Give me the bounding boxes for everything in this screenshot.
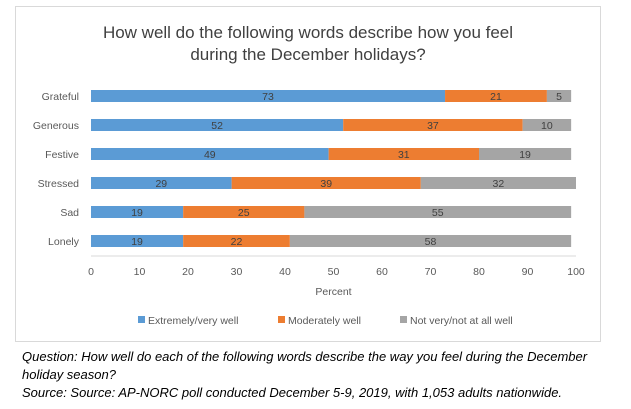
chart-frame [15, 6, 601, 342]
x-tick-label: 30 [231, 266, 243, 278]
category-label: Stressed [38, 178, 80, 190]
bar-segment [445, 90, 547, 102]
legend-swatch [400, 316, 407, 323]
x-tick-label: 100 [567, 266, 585, 278]
data-label: 32 [493, 178, 505, 190]
data-label: 22 [231, 236, 243, 248]
x-axis-label: Percent [315, 286, 351, 298]
caption: Question: How well do each of the follow… [22, 348, 622, 402]
bar-segment [91, 148, 329, 160]
data-label: 73 [262, 91, 274, 103]
bar-segment [91, 206, 184, 218]
bar-segment [343, 119, 523, 131]
x-tick-label: 90 [522, 266, 534, 278]
category-label: Sad [60, 207, 79, 219]
bar-segment [522, 119, 572, 131]
x-tick-label: 20 [182, 266, 194, 278]
bar-segment [546, 90, 572, 102]
bar-segment [91, 119, 344, 131]
x-tick-label: 50 [328, 266, 340, 278]
legend-entry: Not very/not at all well [410, 315, 513, 327]
bar-segment [91, 235, 184, 247]
data-label: 37 [427, 120, 439, 132]
data-label: 19 [519, 149, 531, 161]
data-label: 10 [541, 120, 553, 132]
chart-title-line-1: How well do the following words describe… [102, 23, 514, 42]
x-tick-label: 70 [425, 266, 437, 278]
bar-segment [304, 206, 572, 218]
legend-entry: Extremely/very well [148, 315, 238, 327]
x-tick-label: 10 [134, 266, 146, 278]
x-tick-label: 60 [376, 266, 388, 278]
data-label: 49 [204, 149, 216, 161]
survey-source: Source: Source: AP-NORC poll conducted D… [22, 385, 563, 400]
bar-segment [328, 148, 479, 160]
bar-segment [289, 235, 572, 247]
bar-segment [91, 90, 446, 102]
data-label: 19 [131, 236, 143, 248]
data-label: 31 [398, 149, 410, 161]
bar-segment [183, 206, 305, 218]
category-label: Generous [33, 120, 79, 132]
survey-question: Question: How well do each of the follow… [22, 349, 588, 382]
data-label: 21 [490, 91, 502, 103]
legend-swatch [278, 316, 285, 323]
data-label: 52 [211, 120, 223, 132]
chart-title: How well do the following words describe… [15, 22, 601, 66]
legend-swatch [138, 316, 145, 323]
data-label: 39 [320, 178, 332, 190]
category-label: Lonely [48, 236, 80, 248]
data-label: 25 [238, 207, 250, 219]
bar-segment [231, 177, 421, 189]
x-tick-label: 40 [279, 266, 291, 278]
bar-segment [479, 148, 572, 160]
category-label: Grateful [42, 91, 79, 103]
data-label: 5 [556, 91, 562, 103]
data-label: 55 [432, 207, 444, 219]
x-tick-label: 80 [473, 266, 485, 278]
chart-title-line-2: during the December holidays? [190, 45, 426, 64]
data-label: 19 [131, 207, 143, 219]
stacked-bar-chart: 0 10 20 30 40 50 60 70 80 90 100 Percent Grateful 73 2… [33, 90, 585, 327]
data-label: 29 [155, 178, 167, 190]
bar-segment [420, 177, 576, 189]
bar-segment [183, 235, 290, 247]
x-tick-label: 0 [88, 266, 94, 278]
data-label: 58 [425, 236, 437, 248]
category-label: Festive [45, 149, 79, 161]
legend-entry: Moderately well [288, 315, 361, 327]
bar-segment [91, 177, 232, 189]
